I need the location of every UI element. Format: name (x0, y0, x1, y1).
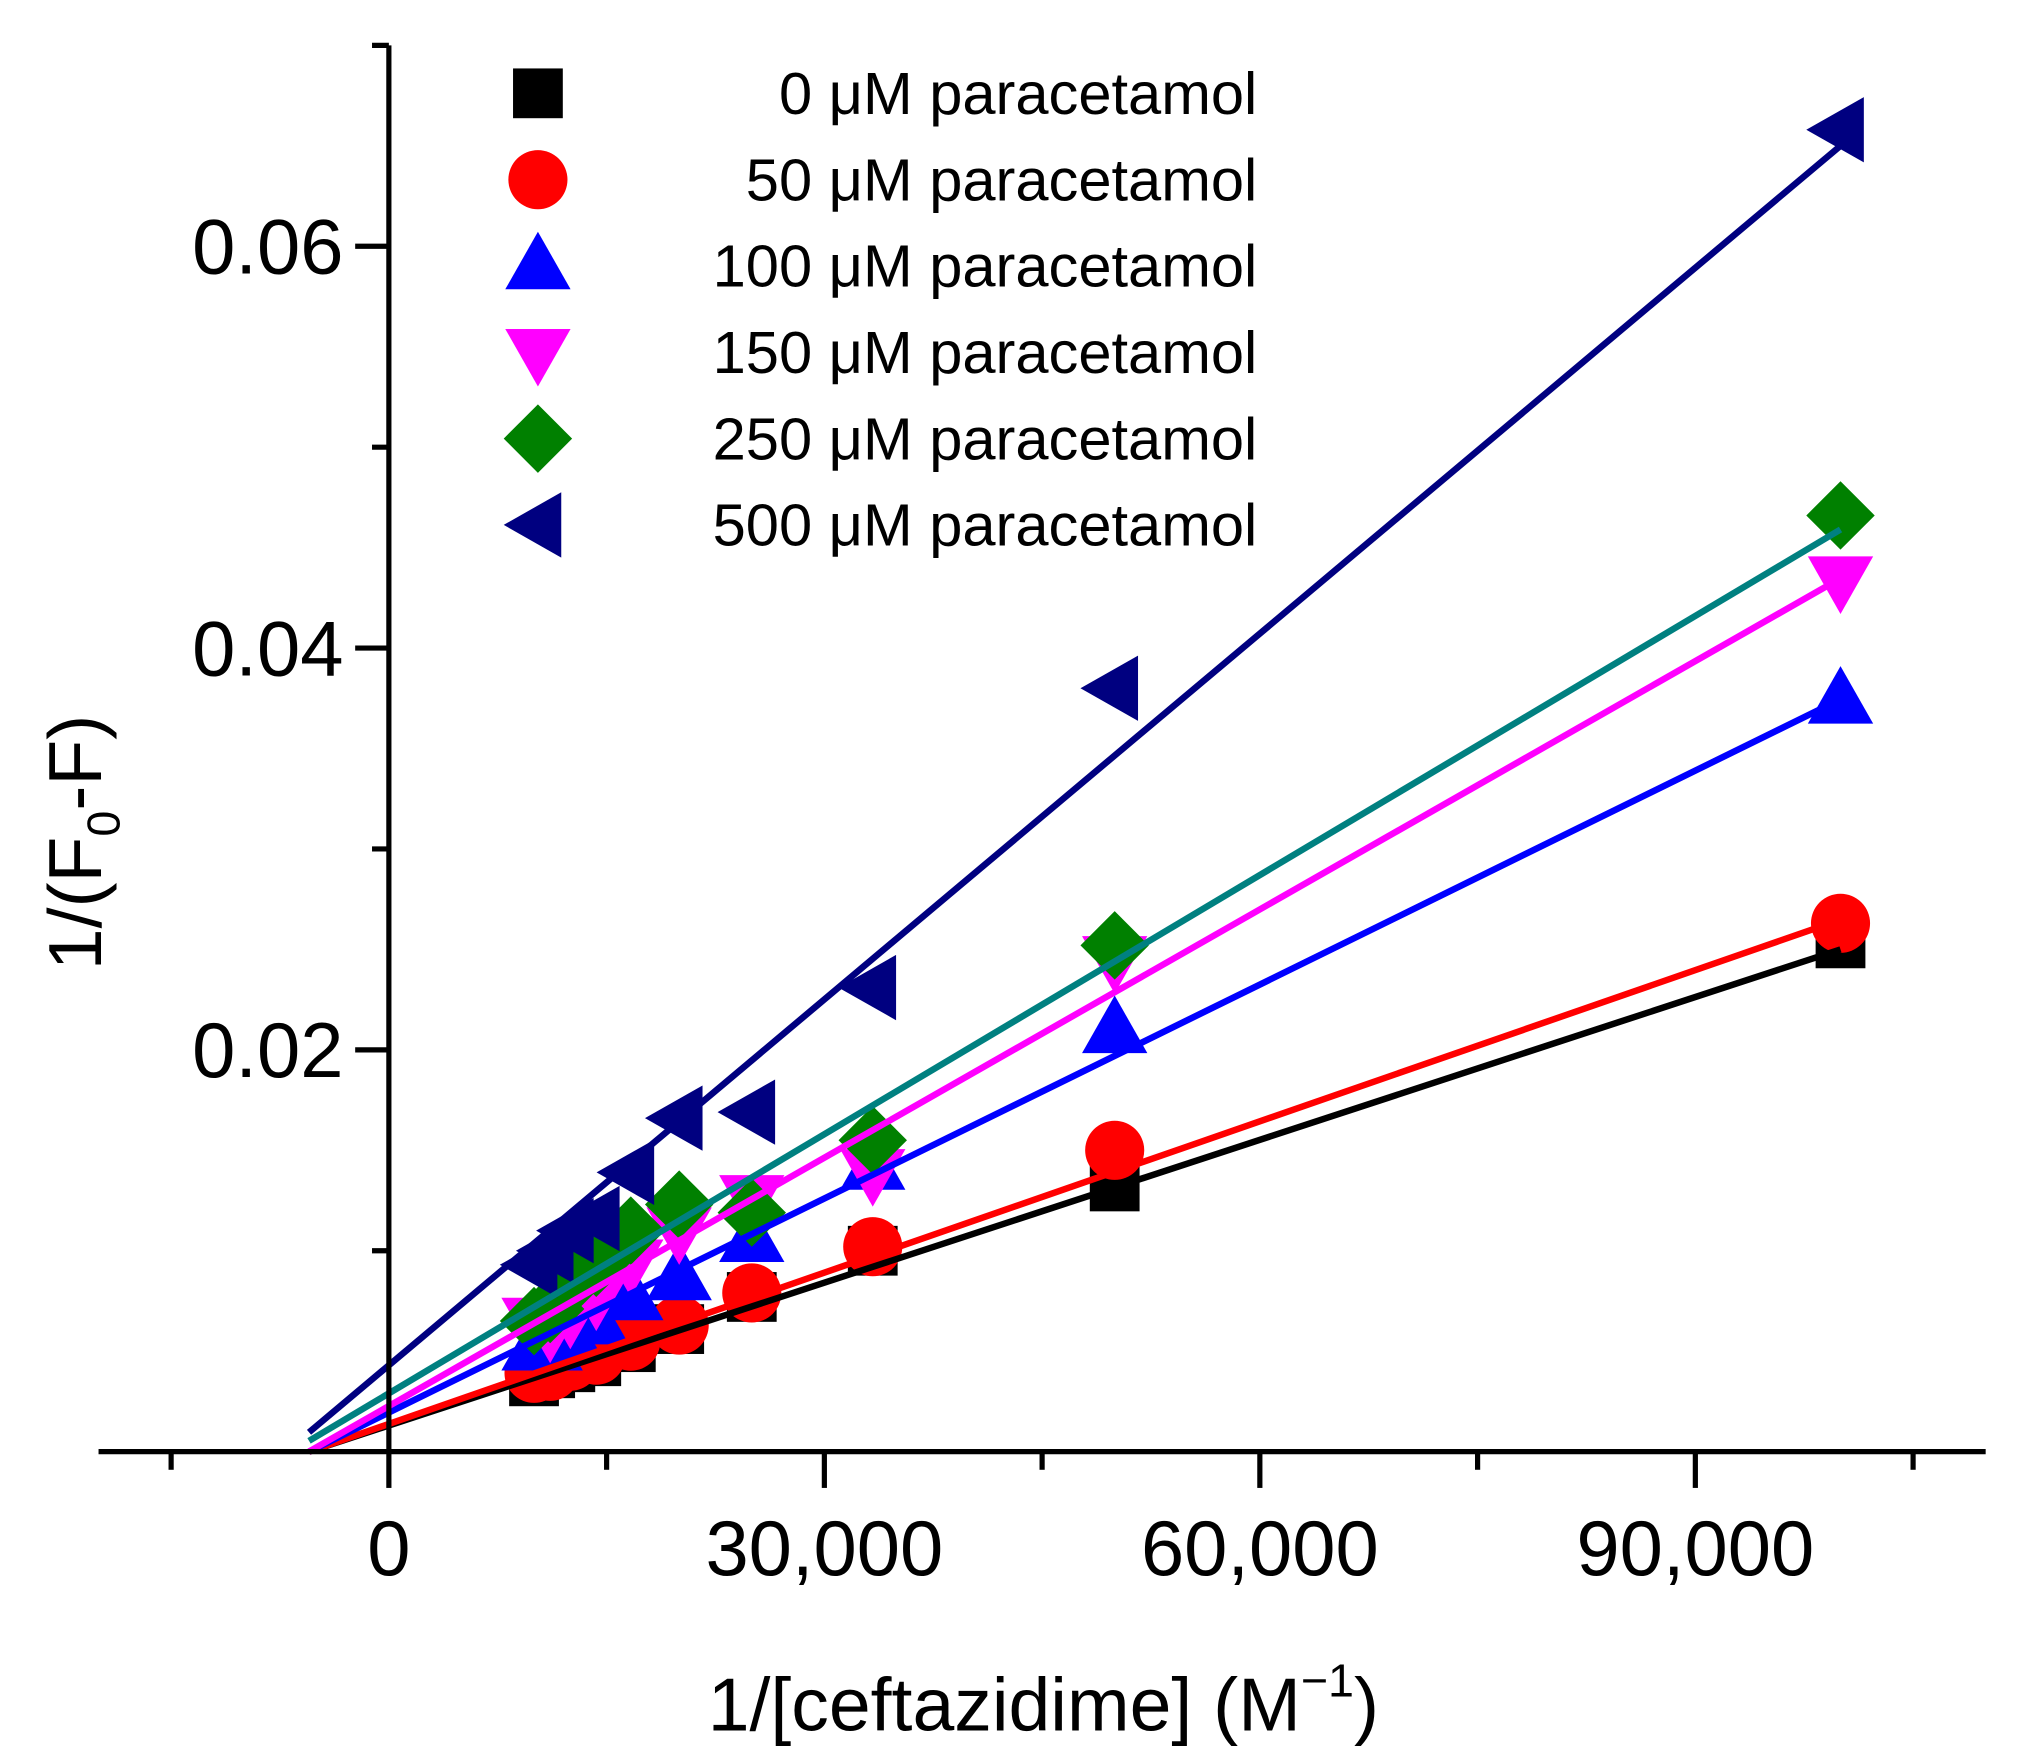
legend-label: 150 μM paracetamol (713, 319, 1258, 386)
y-tick-label: 0.02 (192, 1008, 343, 1094)
x-tick-label: 90,000 (1576, 1506, 1814, 1592)
legend-marker-5 (503, 492, 562, 558)
fit-line-0 (308, 946, 1842, 1455)
data-point-5-4 (644, 1085, 703, 1151)
legend-marker-3 (505, 328, 571, 387)
legend-label: 0 μM paracetamol (779, 60, 1257, 127)
fit-line-4 (307, 526, 1843, 1444)
data-point-1-3 (722, 1263, 782, 1323)
data-point-5-0 (1806, 97, 1864, 163)
legend-label: 250 μM paracetamol (713, 405, 1258, 472)
x-tick-label: 0 (367, 1506, 410, 1592)
data-point-4-1 (1080, 911, 1149, 980)
x-axis-title: 1/[ceftazidime] (M−1) (708, 1655, 1379, 1747)
data-point-4-3 (717, 1178, 786, 1247)
fit-line-3 (307, 575, 1843, 1455)
data-point-5-9 (499, 1232, 558, 1298)
legend: 0 μM paracetamol 50 μM paracetamol 100 μM … (503, 60, 1258, 559)
legend-label: 100 μM paracetamol (713, 233, 1258, 300)
x-tick-label: 30,000 (705, 1506, 943, 1592)
axes: 0 30,000 60,000 90,000 0.02 0.04 0.06 (98, 42, 1986, 1592)
y-axis-title: 1/(F0-F) (33, 715, 129, 971)
data-point-3-0 (1807, 556, 1874, 614)
legend-label: 50 μM paracetamol (746, 146, 1257, 213)
fit-line-1 (307, 916, 1842, 1455)
data-point-1-0 (1810, 893, 1871, 953)
fit-line-5 (306, 143, 1843, 1435)
data-point-5-1 (1080, 655, 1139, 721)
data-point-4-0 (1806, 481, 1875, 550)
fit-line-2 (307, 696, 1842, 1455)
x-tick-label: 60,000 (1141, 1506, 1379, 1592)
legend-marker-4 (503, 404, 573, 473)
data-point-2-1 (1082, 995, 1148, 1054)
legend-marker-2 (505, 231, 571, 290)
y-tick-label: 0.06 (192, 204, 343, 290)
data-point-5-3 (717, 1079, 776, 1145)
y-tick-label: 0.04 (192, 606, 343, 692)
legend-marker-1 (508, 150, 568, 210)
data-point-4-4 (644, 1170, 714, 1239)
data-point-5-2 (838, 954, 897, 1021)
legend-marker-0 (513, 68, 563, 119)
fit-lines (306, 143, 1843, 1455)
legend-label: 500 μM paracetamol (713, 492, 1258, 559)
data-point-2-0 (1807, 666, 1874, 724)
